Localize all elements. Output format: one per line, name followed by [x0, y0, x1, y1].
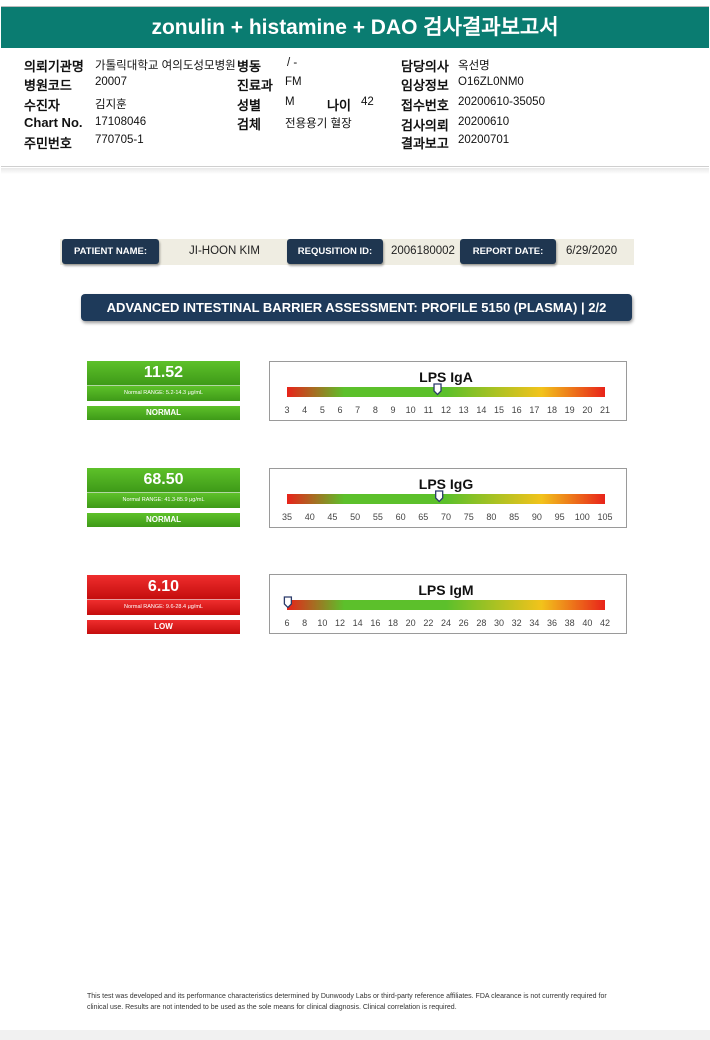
range-bar [287, 387, 605, 397]
requisition-label: REQUSITION ID: [287, 239, 383, 264]
tick-label: 4 [302, 405, 307, 415]
tick-label: 12 [441, 405, 451, 415]
requisition-value: 2006180002 [391, 245, 455, 257]
patient-name-label: PATIENT NAME: [62, 239, 159, 264]
range-bar [287, 600, 605, 610]
tick-label: 21 [600, 405, 610, 415]
tick-label: 8 [302, 618, 307, 628]
tick-label: 35 [282, 512, 292, 522]
chart-title: LPS IgG [419, 476, 474, 492]
range-bar [287, 494, 605, 504]
tick-label: 13 [459, 405, 469, 415]
tick-label: 8 [373, 405, 378, 415]
lps-iga-range-chart: LPS IgA 3 4 5 6 7 8 9 10 11 12 13 14 15 16 17 18 19 20 21 [284, 369, 610, 415]
result-igm: 6.10 Normal RANGE: 9.6-28.4 μg/mL LOW [87, 575, 240, 634]
header-divider [1, 166, 709, 167]
tick-label: 34 [529, 618, 539, 628]
tick-label: 90 [532, 512, 542, 522]
result-value: 11.52 [87, 361, 240, 385]
chart-lps-igg: LPS IgG 35 40 45 50 55 60 65 70 75 80 85 90 95 100 105 [269, 468, 627, 528]
result-status: NORMAL [87, 513, 240, 527]
result-iga: 11.52 Normal RANGE: 5.2-14.3 μg/mL NORMA… [87, 361, 240, 420]
tick-label: 12 [335, 618, 345, 628]
lps-igg-range-chart: LPS IgG 35 40 45 50 55 60 65 70 75 80 85 90 95 100 105 [282, 476, 613, 522]
tick-label: 10 [406, 405, 416, 415]
tick-label: 10 [317, 618, 327, 628]
result-range: Normal RANGE: 9.6-28.4 μg/mL [87, 599, 240, 615]
result-range: Normal RANGE: 41.3-85.9 μg/mL [87, 492, 240, 508]
result-status: LOW [87, 620, 240, 634]
value-marker [283, 596, 293, 609]
report-title: zonulin + histamine + DAO 검사결과보고서 [1, 6, 709, 48]
tick-label: 32 [512, 618, 522, 628]
tick-label: 38 [565, 618, 575, 628]
tick-label: 85 [509, 512, 519, 522]
tick-label: 18 [388, 618, 398, 628]
tick-label: 22 [423, 618, 433, 628]
tick-label: 3 [284, 405, 289, 415]
tick-label: 36 [547, 618, 557, 628]
tick-label: 6 [284, 618, 289, 628]
profile-banner: ADVANCED INTESTINAL BARRIER ASSESSMENT: … [81, 294, 632, 321]
tick-label: 40 [582, 618, 592, 628]
chart-lps-igm: LPS IgM 6 8 10 12 14 16 18 20 22 24 26 28 30 32 34 36 38 4… [269, 574, 627, 634]
lps-igm-range-chart: LPS IgM 6 8 10 12 14 16 18 20 22 24 26 28 30 32 34 36 38 4… [283, 582, 610, 628]
tick-label: 20 [406, 618, 416, 628]
tick-label: 18 [547, 405, 557, 415]
report-date-value: 6/29/2020 [566, 245, 618, 257]
result-value: 68.50 [87, 468, 240, 492]
tick-label: 16 [512, 405, 522, 415]
disclaimer-footer: This test was developed and its performa… [87, 993, 607, 1011]
result-value: 6.10 [87, 575, 240, 599]
result-status: NORMAL [87, 406, 240, 420]
tick-label: 17 [529, 405, 539, 415]
tick-label: 5 [320, 405, 325, 415]
tick-label: 14 [353, 618, 363, 628]
tick-label: 20 [582, 405, 592, 415]
chart-lps-iga: LPS IgA 3 4 5 6 7 8 9 10 11 12 13 14 15 16 17 18 19 20 21 [269, 361, 627, 421]
chart-title: LPS IgM [418, 582, 473, 598]
chart-title: LPS IgA [419, 369, 473, 385]
tick-label: 42 [600, 618, 610, 628]
header-shadow [1, 168, 709, 174]
value-marker [435, 490, 444, 503]
tick-label: 11 [424, 405, 433, 415]
tick-label: 55 [373, 512, 383, 522]
result-igg: 68.50 Normal RANGE: 41.3-85.9 μg/mL NORM… [87, 468, 240, 527]
tick-label: 24 [441, 618, 451, 628]
tick-label: 50 [350, 512, 360, 522]
tick-label: 14 [476, 405, 486, 415]
tick-label: 6 [337, 405, 342, 415]
result-range: Normal RANGE: 5.2-14.3 μg/mL [87, 385, 240, 401]
tick-label: 100 [575, 512, 590, 522]
tick-label: 16 [370, 618, 380, 628]
tick-label: 7 [355, 405, 360, 415]
tick-label: 70 [441, 512, 451, 522]
tick-label: 95 [555, 512, 565, 522]
tick-label: 9 [390, 405, 395, 415]
tick-label: 40 [305, 512, 315, 522]
tick-label: 45 [327, 512, 337, 522]
tick-label: 60 [396, 512, 406, 522]
patient-name-value: JI-HOON KIM [189, 245, 260, 257]
value-marker [433, 383, 442, 396]
tick-label: 19 [565, 405, 575, 415]
tick-label: 26 [459, 618, 469, 628]
tick-label: 15 [494, 405, 504, 415]
tick-label: 30 [494, 618, 504, 628]
tick-label: 28 [476, 618, 486, 628]
report-date-label: REPORT DATE: [460, 239, 556, 264]
tick-label: 105 [597, 512, 612, 522]
tick-label: 65 [418, 512, 428, 522]
tick-label: 80 [486, 512, 496, 522]
tick-label: 75 [464, 512, 474, 522]
